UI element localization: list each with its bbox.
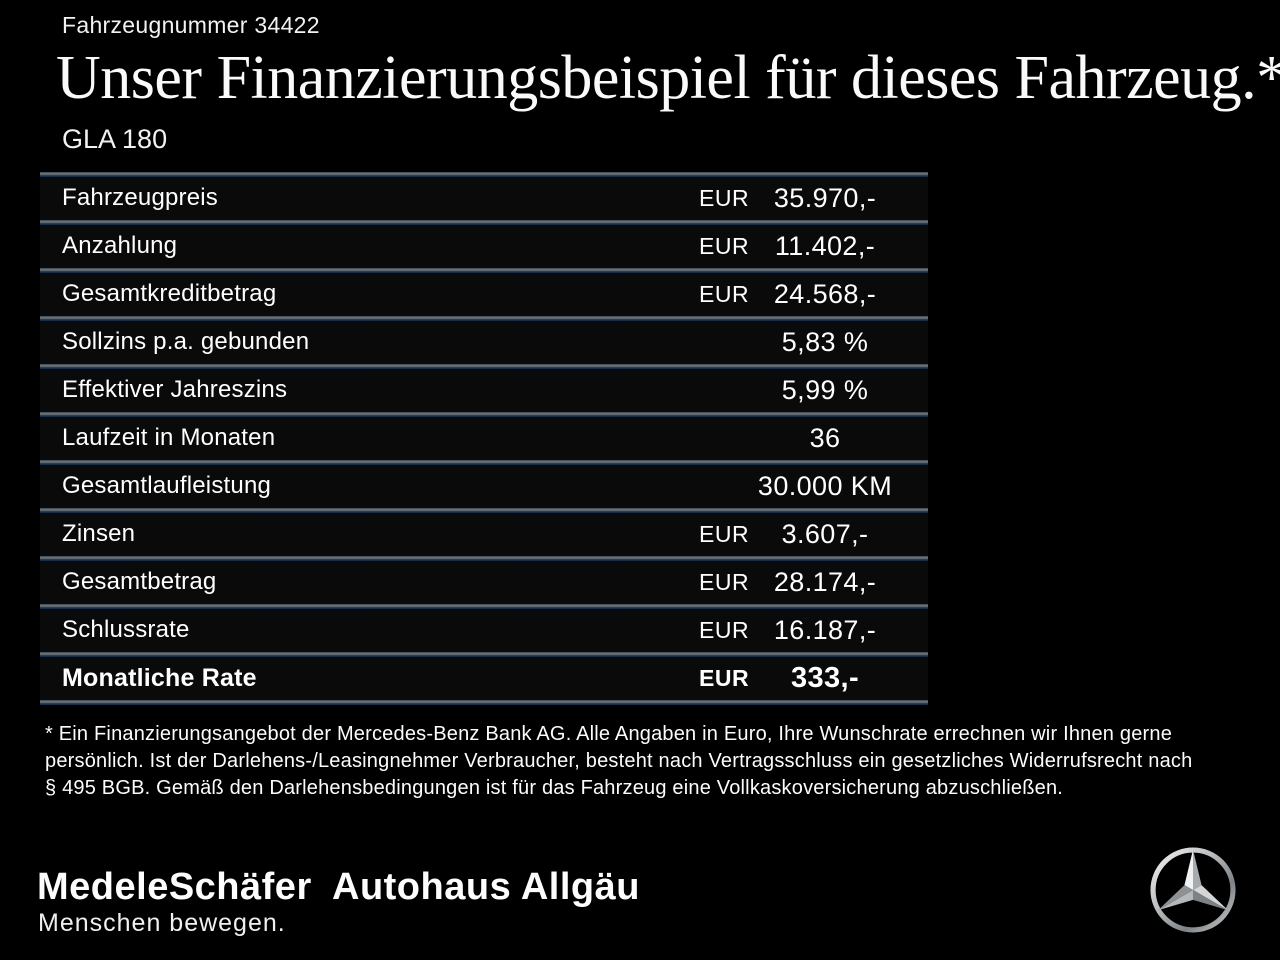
table-row: Schlussrate EUR 16.187,- (40, 604, 928, 652)
dealer-tagline: Menschen bewegen. (38, 909, 286, 937)
row-value: 35.970,- (773, 182, 877, 213)
row-label: Zinsen (62, 520, 136, 547)
row-value: 5,99 % (781, 374, 869, 405)
row-label: Fahrzeugpreis (62, 184, 219, 211)
footnote-line: * Ein Finanzierungsangebot der Mercedes-… (45, 723, 1173, 745)
row-currency: EUR (699, 184, 750, 211)
table-row: Laufzeit in Monaten 36 (40, 412, 928, 460)
footnote-line: § 495 BGB. Gemäß den Darlehensbedingunge… (45, 777, 1064, 799)
footnote-text: * Ein Finanzierungsangebot der Mercedes-… (45, 721, 1255, 802)
row-value: 16.187,- (773, 614, 877, 645)
row-value: 36 (809, 422, 841, 453)
row-value: 3.607,- (781, 518, 869, 549)
row-currency: EUR (699, 616, 750, 643)
row-label: Effektiver Jahreszins (62, 376, 288, 403)
row-label: Gesamtlaufleistung (62, 472, 272, 499)
row-label: Sollzins p.a. gebunden (62, 328, 310, 355)
row-value: 24.568,- (773, 278, 877, 309)
page-title: Unser Finanzierungsbeispiel für dieses F… (56, 44, 1280, 112)
footnote-line: persönlich. Ist der Darlehens-/Leasingne… (45, 750, 1193, 772)
table-row: Zinsen EUR 3.607,- (40, 508, 928, 556)
row-label: Anzahlung (62, 232, 178, 259)
row-currency: EUR (699, 280, 750, 307)
table-row: Anzahlung EUR 11.402,- (40, 220, 928, 268)
table-row-monthly-rate: Monatliche Rate EUR 333,- (40, 652, 928, 700)
table-row: Gesamtbetrag EUR 28.174,- (40, 556, 928, 604)
vehicle-number-label: Fahrzeugnummer 34422 (62, 12, 320, 38)
finance-table: Fahrzeugpreis EUR 35.970,- Anzahlung EUR… (40, 172, 928, 705)
row-currency: EUR (699, 232, 750, 259)
row-value: 28.174,- (773, 566, 877, 597)
row-label: Laufzeit in Monaten (62, 424, 276, 451)
row-label: Gesamtkreditbetrag (62, 280, 277, 307)
row-value: 30.000 KM (757, 470, 893, 501)
row-currency: EUR (699, 664, 750, 691)
table-row: Gesamtkreditbetrag EUR 24.568,- (40, 268, 928, 316)
row-value: 333,- (790, 661, 860, 694)
row-currency: EUR (699, 568, 750, 595)
row-label: Schlussrate (62, 616, 190, 643)
table-row: Sollzins p.a. gebunden 5,83 % (40, 316, 928, 364)
row-label: Monatliche Rate (62, 663, 257, 692)
row-label: Gesamtbetrag (62, 568, 217, 595)
dealer-logo-autohaus-allgaeu: Autohaus Allgäu (332, 866, 640, 908)
row-currency: EUR (699, 520, 750, 547)
table-row: Effektiver Jahreszins 5,99 % (40, 364, 928, 412)
row-value: 5,83 % (781, 326, 869, 357)
row-value: 11.402,- (774, 230, 876, 261)
dealer-logo-medeleschaefer: MedeleSchäfer (37, 866, 312, 908)
model-name: GLA 180 (62, 124, 168, 154)
table-row: Gesamtlaufleistung 30.000 KM (40, 460, 928, 508)
table-row: Fahrzeugpreis EUR 35.970,- (40, 172, 928, 220)
mercedes-benz-star-icon (1150, 847, 1236, 933)
